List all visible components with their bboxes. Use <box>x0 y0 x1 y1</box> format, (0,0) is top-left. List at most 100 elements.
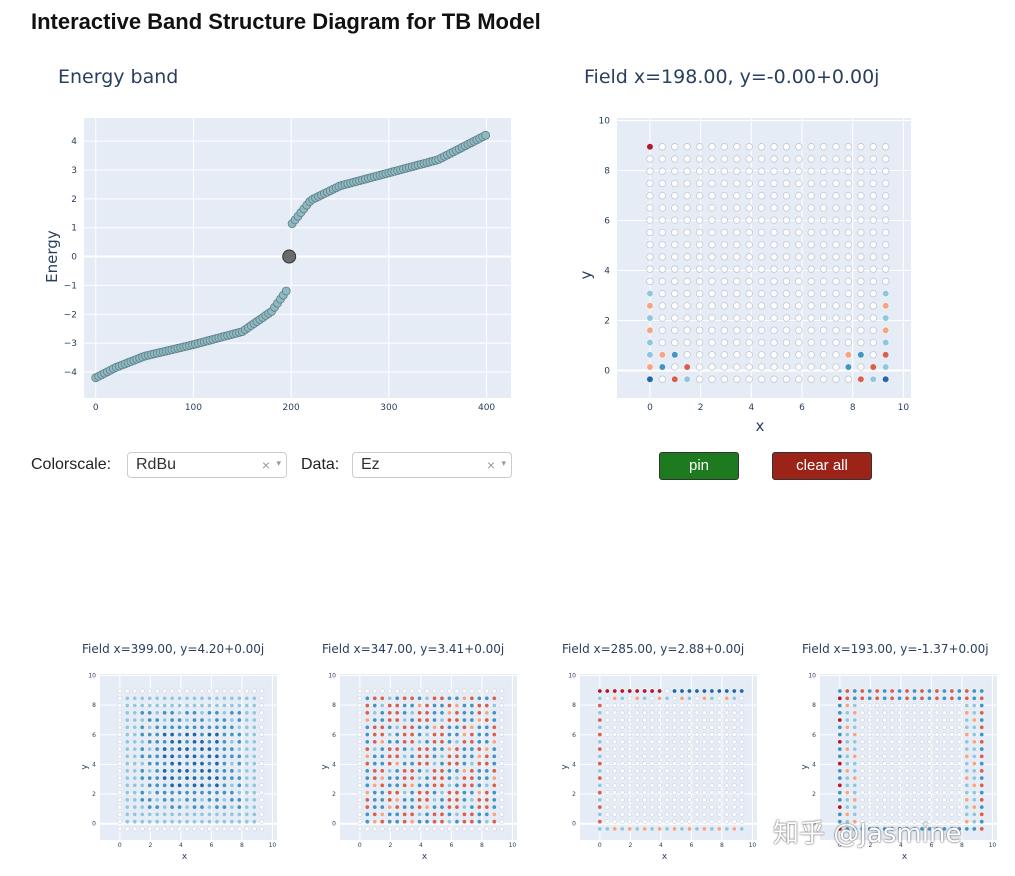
colorscale-select[interactable]: RdBu × ▾ <box>127 452 287 478</box>
pinned-plot-4-site <box>859 775 865 781</box>
pinned-plot-3-site <box>716 826 722 832</box>
pinned-plot-2-site <box>499 783 505 788</box>
pinned-plot-3-site <box>604 739 610 745</box>
pinned-plot-3-site <box>694 724 700 730</box>
pinned-plot-1-x-axis-label: x <box>182 852 188 862</box>
pinned-plot-1-site <box>222 797 227 803</box>
field-main-site <box>881 351 890 359</box>
pinned-plot-1-site <box>184 775 190 781</box>
pinned-plot-1-site <box>154 717 160 723</box>
pinned-plot-2-site <box>424 739 430 745</box>
data-select[interactable]: Ez × ▾ <box>352 452 512 478</box>
colorscale-chevron-down-icon[interactable]: ▾ <box>276 458 281 468</box>
pinned-plot-2-site <box>364 703 370 708</box>
pinned-plot-2-site <box>387 804 393 810</box>
pinned-plot-1-site <box>169 783 175 788</box>
field-main-site <box>671 143 679 151</box>
pinned-plot-1-site <box>192 790 197 795</box>
pinned-plot-2-site <box>402 746 407 752</box>
pinned-plot-3-site <box>731 797 737 803</box>
pinned-plot-3-site <box>731 812 737 817</box>
pinned-plot-3-site <box>612 710 618 716</box>
field-main-site <box>671 326 679 335</box>
pinned-plot-3-site <box>612 717 618 723</box>
pinned-plot-4-site <box>897 804 902 810</box>
pinned-plot-1-site <box>184 826 190 832</box>
field-main-site <box>671 179 679 188</box>
pinned-plot-3-site <box>619 703 625 708</box>
pinned-plot-4-site <box>956 761 962 766</box>
pinned-plot-3-site <box>679 768 685 774</box>
pinned-plot-4-site <box>897 768 902 774</box>
pinned-plot-4-site <box>979 775 985 781</box>
pinned-plot-4-site <box>949 732 955 737</box>
pinned-plot-3-site <box>612 783 618 788</box>
pinned-plot-2-title: Field x=347.00, y=3.41+0.00j <box>322 642 505 656</box>
field-main-site <box>757 216 766 224</box>
pinned-plot-3-site <box>739 804 745 810</box>
pinned-plot-2-site <box>454 739 460 745</box>
pinned-plot-2-site <box>476 826 482 832</box>
pinned-plot-4-site <box>964 790 970 795</box>
pinned-plot-2-site <box>484 797 490 803</box>
pinned-plot-3-site <box>672 783 677 788</box>
pinned-plot-2-site <box>402 732 407 737</box>
pinned-plot-1-site <box>192 732 197 737</box>
pinned-plot-2-site <box>379 739 385 745</box>
pinned-plot-4-site <box>912 688 917 694</box>
pinned-plot-4-site <box>889 753 895 759</box>
pinned-plot-1-site <box>259 804 265 810</box>
pinned-plot-2-site <box>439 695 445 701</box>
clear-all-button[interactable]: clear all <box>772 452 872 480</box>
pinned-plot-2-site <box>379 819 385 824</box>
pinned-plot-1-site <box>147 688 153 694</box>
pinned-plot-3-site <box>634 732 640 737</box>
pinned-plot-4-site <box>904 797 910 803</box>
data-clear-icon[interactable]: × <box>486 457 495 473</box>
pinned-plot-3-site <box>694 695 700 701</box>
pinned-plot-1-site <box>222 688 227 694</box>
pinned-plot-1-site <box>124 688 130 694</box>
pinned-plot-4-site <box>852 819 858 824</box>
pinned-plot-1-site <box>199 775 205 781</box>
pinned-plot-3-site <box>716 746 722 752</box>
pinned-plot-1-site <box>192 717 197 723</box>
pinned-plot-3-site <box>694 717 700 723</box>
pinned-plot-3-site <box>627 746 633 752</box>
pinned-plot-2-site <box>424 768 430 774</box>
field-main-site <box>757 155 766 163</box>
field-main-site <box>658 143 667 151</box>
pinned-plot-3-site <box>604 703 610 708</box>
pinned-plot-3-site <box>702 819 707 824</box>
colorscale-clear-icon[interactable]: × <box>261 457 270 473</box>
pinned-plot-4-site <box>852 783 858 788</box>
pinned-plot-2-site <box>439 688 445 694</box>
pinned-plot-2-site <box>417 724 422 730</box>
pinned-plot-1-site <box>199 761 205 766</box>
pinned-plot-4-site <box>882 826 887 832</box>
field-main-site <box>745 289 753 298</box>
pinned-plot-1-site <box>192 724 197 730</box>
pinned-plot-1-site <box>132 739 138 745</box>
field-main-site <box>671 216 679 224</box>
pinned-plot-4-site <box>867 746 873 752</box>
data-chevron-down-icon[interactable]: ▾ <box>501 458 506 468</box>
field-main-site <box>869 204 877 212</box>
field-main-site <box>683 143 691 151</box>
pinned-plot-2-site <box>387 695 393 701</box>
pinned-plot-1-site <box>162 819 167 824</box>
pinned-plot-1-site <box>222 753 227 759</box>
pinned-plot-2-site <box>424 732 430 737</box>
pinned-plot-1-site <box>169 819 175 824</box>
pinned-plot-3-site <box>634 804 640 810</box>
pinned-plot-4-site <box>889 703 895 708</box>
field-main-site <box>658 265 667 273</box>
pinned-plot-3-site <box>634 775 640 781</box>
pinned-plot-3-site <box>612 732 618 737</box>
field-main-site <box>881 338 890 347</box>
pinned-plot-4-site <box>964 688 970 694</box>
pin-button[interactable]: pin <box>659 452 739 480</box>
